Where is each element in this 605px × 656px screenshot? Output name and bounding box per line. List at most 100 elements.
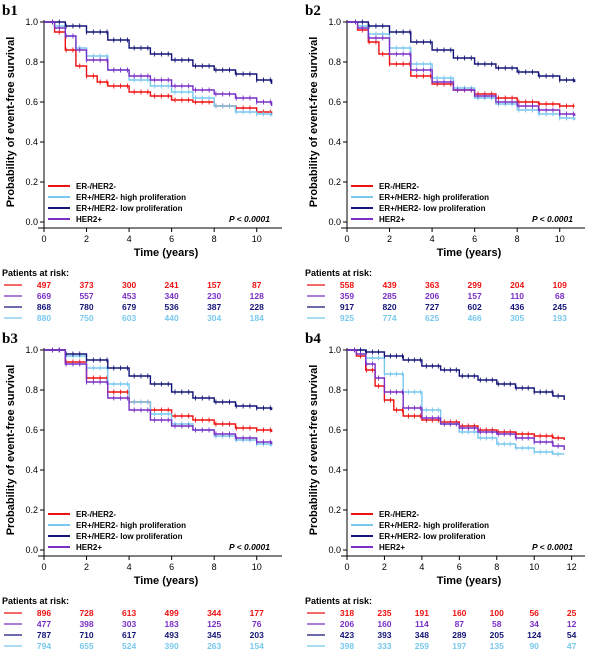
risk-count: 925 — [340, 313, 354, 323]
risk-count: 110 — [510, 291, 524, 301]
p-value: P < 0.0001 — [532, 542, 573, 552]
survival-curve — [44, 21, 273, 84]
p-value: P < 0.0001 — [229, 214, 270, 224]
risk-count: 625 — [425, 313, 439, 323]
survival-curve — [347, 21, 575, 107]
risk-count: 774 — [382, 313, 396, 323]
legend-label: HER2+ — [379, 215, 405, 224]
x-axis-label: Time (years) — [134, 575, 199, 587]
risk-count: 497 — [37, 280, 51, 290]
risk-count: 398 — [79, 619, 93, 629]
risk-count: 613 — [122, 608, 136, 618]
risk-count: 373 — [79, 280, 93, 290]
legend-label: ER-/HER2- — [76, 182, 116, 191]
x-tick-label: 10 — [529, 562, 539, 572]
risk-count: 160 — [377, 619, 391, 629]
x-tick-label: 4 — [127, 562, 132, 572]
p-value: P < 0.0001 — [532, 214, 573, 224]
y-tick-label: 0.4 — [25, 137, 38, 147]
risk-table-title: Patients at risk: — [305, 596, 372, 606]
risk-table-title: Patients at risk: — [305, 268, 372, 278]
risk-table-title: Patients at risk: — [2, 596, 69, 606]
legend-label: ER+/HER2- high proliferation — [379, 521, 489, 530]
risk-count: 363 — [425, 280, 439, 290]
risk-count: 197 — [452, 641, 466, 651]
panel-label: b3 — [2, 331, 18, 347]
panel-b1: b1 0.0 0.2 0.4 0.6 0.8 1.0 0 2 4 6 8 10 Time (years) P… — [0, 0, 302, 328]
risk-count: 206 — [340, 619, 354, 629]
risk-count: 228 — [250, 302, 264, 312]
legend-label: HER2+ — [76, 543, 102, 552]
risk-count: 193 — [553, 313, 567, 323]
survival-curve — [44, 349, 273, 444]
y-tick-label: 0.4 — [25, 465, 38, 475]
survival-curve — [44, 21, 273, 106]
risk-count: 25 — [567, 608, 577, 618]
panel-b3: b3 0.0 0.2 0.4 0.6 0.8 1.0 0 2 4 6 8 10 Time (years) P… — [0, 328, 302, 656]
x-tick-label: 2 — [84, 562, 89, 572]
risk-count: 157 — [468, 291, 482, 301]
risk-count: 917 — [340, 302, 354, 312]
risk-count: 204 — [510, 280, 524, 290]
y-tick-label: 0.6 — [25, 425, 38, 435]
risk-count: 727 — [425, 302, 439, 312]
censor-marks — [52, 19, 271, 105]
survival-curve — [44, 21, 273, 114]
risk-count: 305 — [510, 313, 524, 323]
survival-curve — [347, 21, 576, 82]
risk-count: 128 — [250, 291, 264, 301]
x-axis-label: Time (years) — [437, 247, 502, 259]
risk-table-title: Patients at risk: — [2, 268, 69, 278]
survival-curve — [44, 349, 273, 410]
risk-count: 203 — [250, 630, 264, 640]
risk-count: 54 — [567, 630, 577, 640]
legend-label: ER+/HER2- high proliferation — [379, 193, 489, 202]
risk-count: 183 — [165, 619, 179, 629]
y-tick-label: 0.8 — [25, 385, 38, 395]
risk-count: 47 — [567, 641, 577, 651]
risk-count: 289 — [452, 630, 466, 640]
risk-count: 880 — [37, 313, 51, 323]
risk-count: 205 — [490, 630, 504, 640]
legend-label: ER-/HER2- — [76, 510, 116, 519]
risk-count: 679 — [122, 302, 136, 312]
risk-count: 285 — [382, 291, 396, 301]
survival-curve — [347, 349, 565, 450]
risk-count: 235 — [377, 608, 391, 618]
risk-count: 820 — [382, 302, 396, 312]
risk-count: 359 — [340, 291, 354, 301]
y-tick-label: 0.2 — [328, 505, 341, 515]
risk-count: 390 — [165, 641, 179, 651]
risk-count: 340 — [165, 291, 179, 301]
km-chart-b3: b3 0.0 0.2 0.4 0.6 0.8 1.0 0 2 4 6 8 10 Time (years) P… — [2, 331, 282, 651]
y-tick-label: 0.2 — [328, 177, 341, 187]
risk-count: 100 — [490, 608, 504, 618]
risk-count: 157 — [207, 280, 221, 290]
risk-count: 230 — [207, 291, 221, 301]
y-tick-label: 0.4 — [328, 465, 341, 475]
risk-count: 558 — [340, 280, 354, 290]
risk-count: 245 — [553, 302, 567, 312]
y-tick-label: 0.8 — [25, 57, 38, 67]
risk-count: 300 — [122, 280, 136, 290]
censor-marks — [52, 19, 271, 117]
y-tick-label: 0.2 — [25, 177, 38, 187]
risk-count: 493 — [165, 630, 179, 640]
legend-label: ER-/HER2- — [379, 182, 419, 191]
y-tick-label: 0.0 — [25, 217, 38, 227]
risk-count: 87 — [455, 619, 465, 629]
risk-count: 602 — [468, 302, 482, 312]
y-tick-label: 0.0 — [25, 545, 38, 555]
risk-count: 728 — [79, 608, 93, 618]
risk-count: 344 — [207, 608, 221, 618]
risk-count: 348 — [415, 630, 429, 640]
risk-count: 124 — [527, 630, 541, 640]
risk-count: 109 — [553, 280, 567, 290]
risk-count: 154 — [250, 641, 264, 651]
risk-count: 299 — [468, 280, 482, 290]
x-tick-label: 6 — [472, 234, 477, 244]
censor-marks — [52, 19, 271, 83]
y-axis-label: Probability of event-free survival — [308, 365, 320, 536]
risk-count: 453 — [122, 291, 136, 301]
risk-count: 160 — [452, 608, 466, 618]
